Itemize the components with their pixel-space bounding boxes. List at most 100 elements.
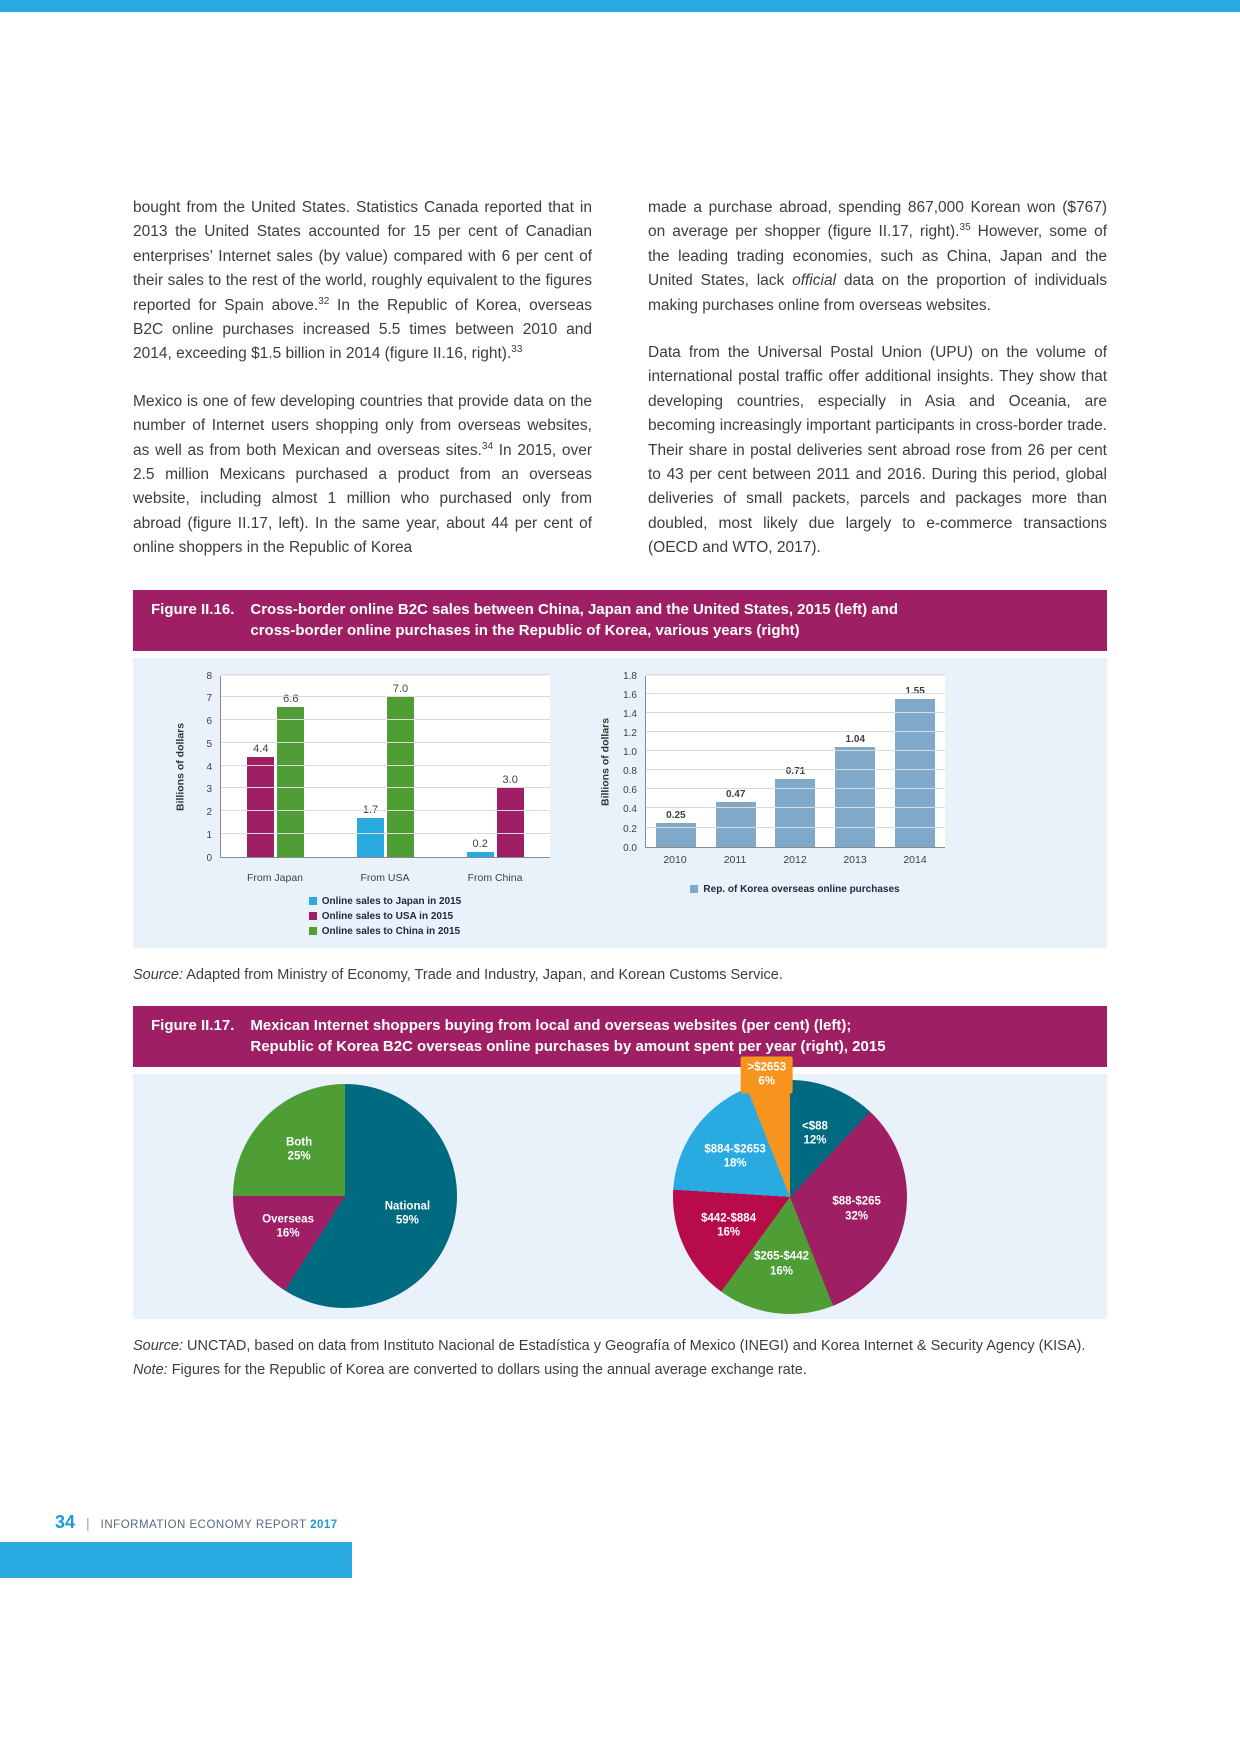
pie-slice-value: 16% — [769, 1265, 793, 1277]
y-tick-label: 1.8 — [623, 670, 637, 682]
bar-rect — [835, 747, 876, 847]
y-tick-label: 1 — [206, 829, 212, 841]
paragraph: bought from the United States. Statistic… — [133, 196, 592, 367]
y-tick-label: 0 — [206, 852, 212, 864]
y-tick-label: 6 — [206, 716, 212, 728]
gridline — [221, 719, 550, 721]
pie-slice-name: $88-$265 — [832, 1195, 881, 1208]
y-axis-title: Billions of dollars — [174, 722, 187, 811]
bar: 0.47 — [715, 789, 756, 847]
bar: 1.55 — [895, 686, 936, 847]
pie-slice-name: $265-$442 — [753, 1250, 809, 1263]
pie-slice-label: $88-$265 32% — [832, 1195, 881, 1224]
bar-chart-korea-purchases: Billions of dollars 0.0 0.2 0.4 0.6 0.8 1.0 1.… — [598, 671, 945, 948]
gridline — [646, 826, 945, 828]
y-tick-label: 7 — [206, 693, 212, 705]
bar-rect — [357, 818, 384, 857]
legend-swatch — [308, 897, 317, 906]
bar: 0.25 — [655, 809, 696, 847]
text-segment: In the Republic of Korea, overseas B2C o… — [133, 296, 592, 363]
bar-value-label: 1.04 — [845, 734, 866, 746]
bar-groups: 4.4 6.6 1.7 7.0 0.2 3.0 — [221, 652, 550, 857]
plot-area: 4.4 6.6 1.7 7.0 0.2 3.0 — [220, 673, 550, 858]
chart-legend: Rep. of Korea overseas online purchases — [645, 884, 945, 895]
legend-item: Online sales to Japan in 2015 — [308, 896, 461, 907]
legend-swatch — [690, 885, 699, 894]
source-text: UNCTAD, based on data from Instituto Nac… — [182, 1337, 1086, 1354]
source-label: Source: — [133, 1337, 183, 1354]
right-column: made a purchase abroad, spending 867,000… — [648, 196, 1107, 584]
pie-slice-label: Overseas 16% — [262, 1212, 314, 1241]
gridline — [646, 673, 945, 675]
paragraph: made a purchase abroad, spending 867,000… — [648, 196, 1107, 318]
text-segment: 34 — [481, 440, 494, 452]
source-label: Source: — [133, 966, 183, 983]
bar-group: 4.4 6.6 — [221, 652, 331, 857]
legend-swatch — [308, 927, 317, 936]
note-label: Note: — [133, 1361, 168, 1378]
bar-rect — [496, 788, 524, 857]
bar-rect — [387, 697, 414, 857]
page-footer: 34 | INFORMATION ECONOMY REPORT 2017 — [55, 1512, 338, 1533]
pie-slice-name: <$88 — [802, 1120, 828, 1133]
gridline — [646, 731, 945, 733]
legend-item: Online sales to USA in 2015 — [308, 911, 462, 922]
bar-rect — [895, 698, 936, 847]
y-tick-label: 1.2 — [623, 728, 637, 740]
figure-16-title: Cross-border online B2C sales between Ch… — [250, 600, 899, 640]
bar-value-label: 4.4 — [253, 742, 269, 755]
x-tick-label: 2010 — [663, 853, 687, 866]
footer-report-name: INFORMATION ECONOMY REPORT — [100, 1519, 307, 1531]
pie-slice-value: 16% — [717, 1226, 741, 1239]
text-segment: made a purchase abroad, spending 867,000… — [648, 199, 1107, 241]
plot-area: 0.25 0.47 0.71 1.04 1.55 — [645, 673, 945, 848]
y-tick-label: 0.4 — [623, 804, 637, 816]
body-columns: bought from the United States. Statistic… — [133, 196, 1107, 584]
pie-disk — [233, 1083, 457, 1308]
gridline — [221, 673, 550, 675]
bar-rect — [247, 756, 275, 857]
gridline — [221, 696, 550, 698]
pie-slice-value: 18% — [723, 1157, 747, 1170]
bar-groups: 0.25 0.47 0.71 1.04 1.55 — [646, 652, 945, 847]
figure-16-header: Figure II.16. Cross-border online B2C sa… — [133, 589, 1107, 651]
y-tick-label: 4 — [206, 761, 212, 773]
bar-group: 0.25 — [646, 652, 706, 847]
footer-year: 2017 — [310, 1519, 338, 1531]
bar-value-label: 3.0 — [502, 774, 518, 787]
pie-slice-name: >$2653 — [747, 1061, 787, 1074]
note-text: Figures for the Republic of Korea are co… — [167, 1361, 807, 1378]
bar-rect — [655, 822, 696, 847]
text-segment: 33 — [511, 344, 523, 356]
pie-slice-value: 59% — [395, 1214, 419, 1227]
y-tick-label: 1.6 — [623, 689, 637, 701]
x-tick-label: 2014 — [903, 853, 927, 866]
bar-value-label: 1.7 — [362, 804, 379, 817]
figure-17-note: Note: Figures for the Republic of Korea … — [133, 1360, 1107, 1381]
legend-item: Rep. of Korea overseas online purchases — [690, 884, 900, 895]
bar-value-label: 0.2 — [472, 838, 488, 851]
gridline — [646, 711, 945, 713]
bar-value-label: 0.25 — [666, 809, 686, 821]
bar-rect — [715, 801, 756, 847]
source-text: Adapted from Ministry of Economy, Trade … — [182, 966, 783, 983]
pie-slice-label: Both 25% — [286, 1135, 312, 1164]
y-tick-label: 8 — [206, 670, 212, 682]
y-axis-ticks: 0 1 2 3 4 5 6 7 8 — [190, 671, 218, 864]
page-number: 34 — [55, 1512, 76, 1532]
text-segment: bought from the United States. Statistic… — [133, 199, 592, 314]
bar-group: 0.2 3.0 — [440, 652, 550, 857]
text-segment: However, some of the leading trading eco… — [648, 223, 1108, 290]
bar-group: 1.04 — [825, 652, 885, 847]
text-segment: data on the proportion of individuals ma… — [648, 272, 1107, 314]
bar: 1.04 — [835, 734, 876, 847]
text-segment: official — [792, 272, 837, 290]
y-tick-label: 0.0 — [623, 842, 637, 854]
x-axis-labels: 2010 2011 2012 2013 2014 — [645, 854, 945, 866]
bar: 1.7 — [357, 804, 384, 857]
pie-slice-label: $265-$442 16% — [754, 1250, 809, 1279]
plot-column: 0.25 0.47 0.71 1.04 1.55 2010 2011 2012 2013 201… — [645, 673, 945, 948]
pie-disk — [673, 1079, 907, 1314]
text-segment: In 2015, over 2.5 million Mexicans purch… — [133, 441, 592, 557]
